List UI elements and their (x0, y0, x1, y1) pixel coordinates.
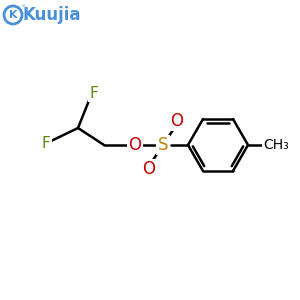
Text: O: O (128, 136, 142, 154)
Text: CH₃: CH₃ (263, 138, 289, 152)
Text: S: S (158, 136, 168, 154)
Text: O: O (170, 112, 184, 130)
Text: K: K (9, 10, 17, 20)
Text: °: ° (21, 5, 25, 11)
Text: Kuujia: Kuujia (23, 6, 81, 24)
Text: F: F (90, 85, 98, 100)
Text: O: O (142, 160, 155, 178)
Text: F: F (42, 136, 50, 151)
